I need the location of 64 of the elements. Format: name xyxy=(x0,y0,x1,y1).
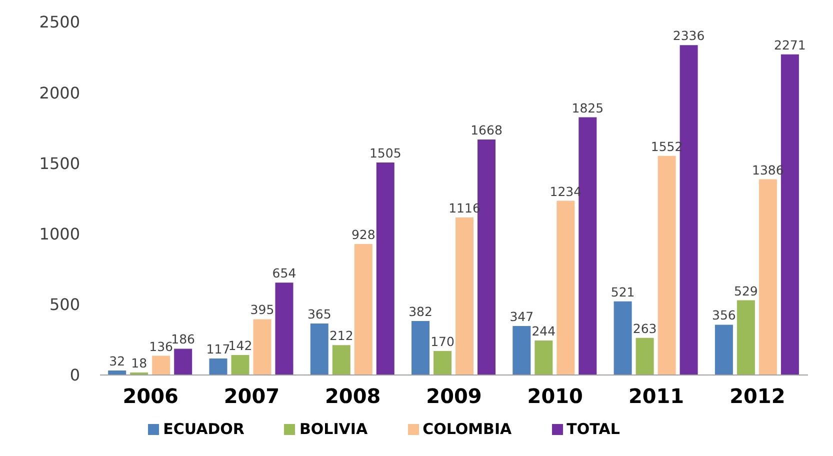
data-label: 2336 xyxy=(672,28,705,44)
bar xyxy=(636,338,654,375)
bar xyxy=(680,45,698,375)
data-label: 395 xyxy=(250,302,274,318)
y-tick-label: 2000 xyxy=(39,83,80,102)
bar xyxy=(310,323,328,375)
bar xyxy=(614,301,632,375)
bar xyxy=(534,340,553,375)
legend-label: COLOMBIA xyxy=(422,420,512,438)
bar xyxy=(332,345,350,375)
data-label: 142 xyxy=(228,338,252,353)
data-label: 529 xyxy=(734,283,758,298)
data-label: 1505 xyxy=(369,145,402,160)
bar xyxy=(354,244,372,375)
data-label: 244 xyxy=(532,324,556,339)
bar xyxy=(658,156,676,375)
legend-label: TOTAL xyxy=(566,420,620,438)
x-tick-label: 2009 xyxy=(426,384,482,408)
data-label: 136 xyxy=(149,338,174,354)
bar xyxy=(253,319,272,375)
data-label: 18 xyxy=(131,355,148,370)
data-label: 117 xyxy=(206,341,230,356)
data-label: 521 xyxy=(610,284,635,300)
bar xyxy=(736,300,755,375)
legend-label: ECUADOR xyxy=(163,420,244,438)
data-label: 263 xyxy=(632,320,657,336)
data-label: 654 xyxy=(272,266,296,281)
data-label: 1668 xyxy=(470,122,502,138)
bar xyxy=(231,354,250,375)
bar xyxy=(209,358,228,375)
bar xyxy=(152,356,170,375)
y-tick-label: 500 xyxy=(49,295,80,314)
data-label: 170 xyxy=(430,334,454,349)
data-label: 365 xyxy=(307,306,332,322)
bar xyxy=(275,282,294,375)
x-tick-label: 2008 xyxy=(325,384,381,408)
y-tick-label: 1500 xyxy=(39,154,80,173)
data-label: 356 xyxy=(712,308,736,323)
bar xyxy=(434,350,452,375)
bar xyxy=(376,162,394,375)
bar xyxy=(714,324,733,375)
data-label: 347 xyxy=(510,309,534,324)
x-tick-label: 2011 xyxy=(628,384,684,408)
x-tick-label: 2006 xyxy=(122,384,178,408)
data-label: 2271 xyxy=(774,37,806,52)
bar xyxy=(556,200,575,375)
bar xyxy=(512,326,531,375)
bar xyxy=(412,321,430,375)
y-tick-label: 1000 xyxy=(39,224,80,244)
data-label: 928 xyxy=(351,226,376,242)
data-label: 212 xyxy=(329,328,354,344)
x-tick-label: 2010 xyxy=(527,384,583,408)
data-label: 186 xyxy=(171,332,196,347)
bar xyxy=(456,217,474,375)
x-tick-label: 2012 xyxy=(730,384,786,408)
data-label: 32 xyxy=(109,353,126,368)
bar xyxy=(174,348,192,375)
y-tick-label: 2500 xyxy=(39,12,80,32)
x-tick-label: 2007 xyxy=(224,384,280,408)
data-label: 382 xyxy=(408,304,432,320)
data-label: 1825 xyxy=(572,100,604,116)
y-tick-label: 0 xyxy=(70,366,80,385)
bar xyxy=(758,179,777,375)
legend-label: BOLIVIA xyxy=(299,420,368,438)
